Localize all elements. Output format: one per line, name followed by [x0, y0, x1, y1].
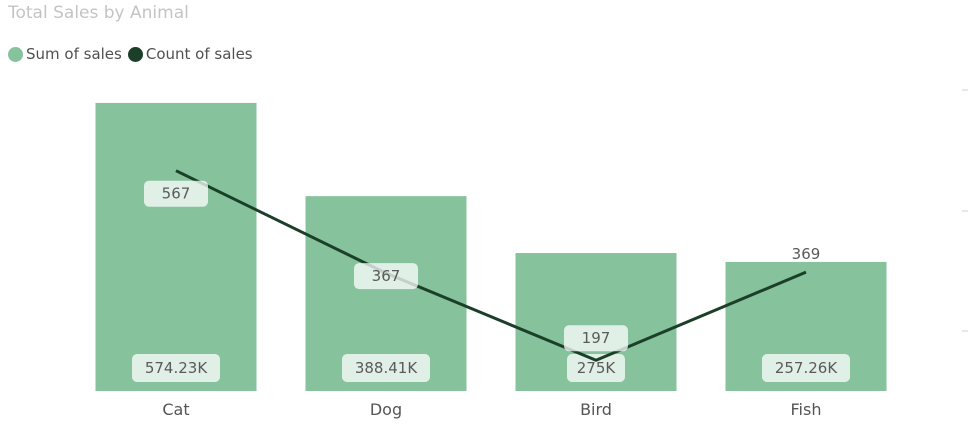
- legend-item-sum-of-sales[interactable]: Sum of sales: [8, 45, 122, 63]
- bar-label-cat: 574.23K: [145, 359, 208, 377]
- bar-label-dog: 388.41K: [355, 359, 418, 377]
- bar-label-cat-bg: [132, 354, 220, 382]
- bar-label-fish-bg: [762, 354, 850, 382]
- bar-label-bird-bg: [567, 354, 625, 382]
- legend-item-count-of-sales[interactable]: Count of sales: [127, 45, 253, 63]
- line-label-bird: 197: [582, 329, 611, 347]
- legend-label-count-of-sales: Count of sales: [145, 45, 253, 63]
- x-tick-label-dog: Dog: [370, 400, 402, 419]
- bar-label-bird: 275K: [577, 359, 617, 377]
- x-tick-label-cat: Cat: [162, 400, 189, 419]
- bar-label-fish: 257.26K: [775, 359, 838, 377]
- line-label-cat: 567: [162, 185, 191, 203]
- legend-label-sum-of-sales: Sum of sales: [26, 45, 122, 63]
- line-label-dog: 367: [372, 267, 401, 285]
- x-tick-label-bird: Bird: [580, 400, 612, 419]
- x-tick-label-fish: Fish: [791, 400, 822, 419]
- line-label-cat-bg: [144, 180, 208, 207]
- legend: Sum of sales Count of sales: [8, 45, 259, 63]
- line-label-fish: 369: [792, 245, 821, 263]
- legend-swatch-sum-of-sales: [8, 46, 23, 62]
- chart-title: Total Sales by Animal: [8, 3, 189, 23]
- bar-cat: [95, 102, 257, 391]
- line-label-dog-bg: [354, 263, 418, 290]
- bar-label-dog-bg: [342, 354, 430, 382]
- line-label-bird-bg: [564, 325, 628, 352]
- count-line: [175, 169, 807, 362]
- legend-swatch-count-of-sales: [127, 46, 143, 62]
